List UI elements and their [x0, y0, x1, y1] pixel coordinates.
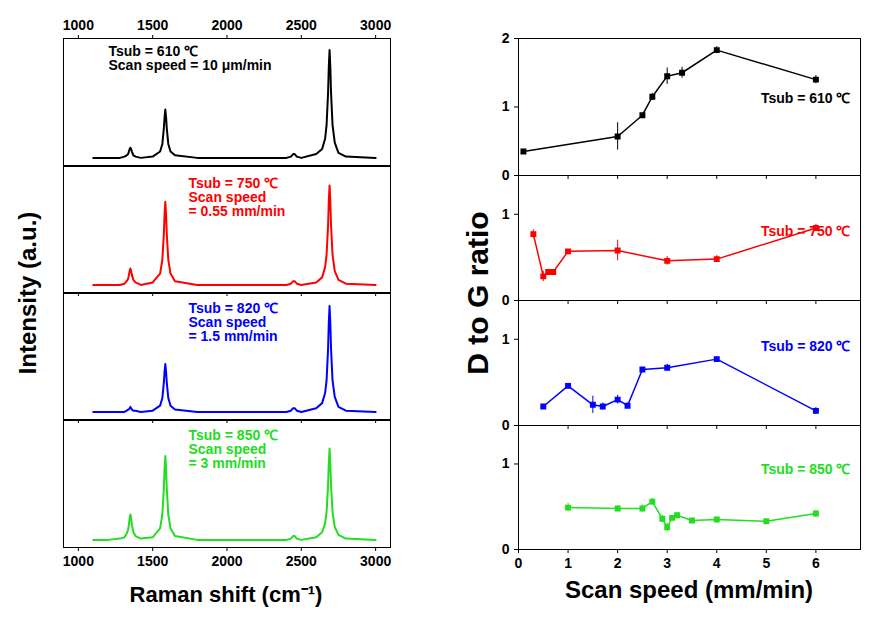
- svg-text:1: 1: [502, 331, 510, 347]
- svg-text:1: 1: [564, 555, 572, 571]
- svg-text:0: 0: [502, 167, 510, 183]
- svg-text:Tsub = 820 ℃: Tsub = 820 ℃: [761, 338, 851, 354]
- svg-text:1: 1: [502, 455, 510, 471]
- svg-text:Tsub = 850 ℃: Tsub = 850 ℃: [761, 461, 851, 477]
- html-text:Raman shift (cm⁻¹): Raman shift (cm⁻¹): [129, 582, 323, 607]
- svg-text:2500: 2500: [286, 17, 317, 33]
- svg-text:3: 3: [663, 555, 671, 571]
- svg-text:1000: 1000: [63, 17, 94, 33]
- svg-text:2: 2: [502, 30, 510, 46]
- svg-text:5: 5: [762, 555, 770, 571]
- svg-text:Tsub = 820 ℃Scan speed= 1.5 mm: Tsub = 820 ℃Scan speed= 1.5 mm/min: [189, 300, 279, 344]
- svg-text:2000: 2000: [211, 553, 242, 569]
- svg-text:3000: 3000: [360, 553, 391, 569]
- svg-text:1: 1: [502, 206, 510, 222]
- html-text:Intensity (a.u.): Intensity (a.u.): [14, 211, 41, 375]
- svg-text:Tsub = 610 ℃Scan speed = 10 μm: Tsub = 610 ℃Scan speed = 10 μm/min: [109, 43, 272, 73]
- svg-text:1500: 1500: [137, 17, 168, 33]
- svg-text:4: 4: [713, 555, 721, 571]
- svg-text:Tsub = 850 ℃Scan speed= 3 mm/m: Tsub = 850 ℃Scan speed= 3 mm/min: [189, 427, 279, 471]
- svg-text:1000: 1000: [63, 553, 94, 569]
- svg-text:2500: 2500: [286, 553, 317, 569]
- svg-text:0: 0: [515, 555, 523, 571]
- html-text:Scan speed (mm/min): Scan speed (mm/min): [565, 576, 813, 603]
- svg-text:2: 2: [614, 555, 622, 571]
- svg-text:Tsub = 610 ℃: Tsub = 610 ℃: [761, 90, 851, 106]
- svg-text:Tsub = 750 ℃: Tsub = 750 ℃: [761, 223, 851, 239]
- html-text:D to G ratio: D to G ratio: [461, 211, 494, 375]
- svg-text:0: 0: [502, 541, 510, 557]
- svg-text:1: 1: [502, 98, 510, 114]
- svg-text:0: 0: [502, 417, 510, 433]
- svg-text:2000: 2000: [211, 17, 242, 33]
- svg-text:0: 0: [502, 292, 510, 308]
- svg-text:Tsub = 750 ℃Scan speed= 0.55 m: Tsub = 750 ℃Scan speed= 0.55 mm/min: [189, 175, 286, 219]
- svg-text:3000: 3000: [360, 17, 391, 33]
- svg-text:6: 6: [812, 555, 820, 571]
- svg-text:1500: 1500: [137, 553, 168, 569]
